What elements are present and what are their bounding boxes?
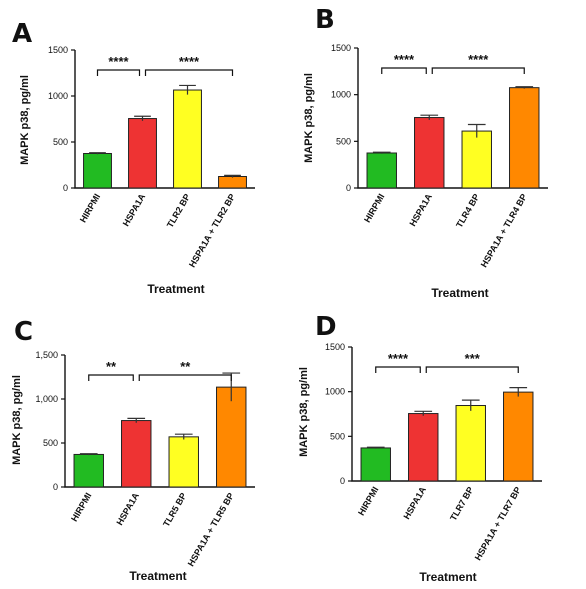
significance-label: *** xyxy=(465,351,481,366)
significance-label: ** xyxy=(106,359,117,374)
y-tick-label: 1,000 xyxy=(35,394,58,404)
category-label: HSPA1A + TLR5 BP xyxy=(186,491,236,568)
y-tick-label: 0 xyxy=(340,476,345,486)
significance-bracket xyxy=(431,67,525,74)
y-tick-label: 500 xyxy=(53,137,68,147)
y-tick-label: 1500 xyxy=(325,342,345,352)
category-label: HIRPMI xyxy=(78,192,102,224)
category-label: HSPA1A xyxy=(114,491,141,527)
bar xyxy=(414,117,445,189)
category-label: HIRPMI xyxy=(69,491,93,523)
y-tick-label: 1000 xyxy=(331,90,351,100)
bar xyxy=(455,405,486,482)
chart-panel-b: B 0 500 1000 1500 MAPK p38, pg/ml HIRPMI HSPA1A… xyxy=(303,5,548,300)
category-label: TLR5 BP xyxy=(161,491,188,528)
y-axis-label: MAPK p38, pg/ml xyxy=(303,73,315,163)
category-label: TLR4 BP xyxy=(454,192,481,229)
bar xyxy=(360,447,391,482)
chart-panel-a: A 0 500 1000 1500 MAPK p38, pg/ml HIRPMI HSPA1A… xyxy=(12,19,255,296)
bar xyxy=(121,420,152,488)
y-tick-label: 0 xyxy=(346,183,351,193)
significance-bracket xyxy=(88,374,134,381)
category-label: TLR7 BP xyxy=(448,485,475,522)
y-tick-label: 1500 xyxy=(48,45,68,55)
chart-panel-d: D 0 500 1000 1500 MAPK p38, pg/ml HIRPMI HSPA1A… xyxy=(298,312,542,584)
y-axis-label: MAPK p38, pg/ml xyxy=(298,367,310,457)
category-label: HSPA1A xyxy=(121,192,148,228)
y-tick-label: 500 xyxy=(336,136,351,146)
y-axis-label: MAPK p38, pg/ml xyxy=(19,75,31,165)
significance-label: ** xyxy=(180,359,191,374)
significance-bracket xyxy=(144,69,234,76)
significance-label: **** xyxy=(468,52,489,67)
panel-letter: C xyxy=(14,317,33,347)
y-tick-label: 0 xyxy=(53,482,58,492)
bar xyxy=(461,130,492,189)
x-axis-label: Treatment xyxy=(147,282,204,296)
bar xyxy=(83,153,112,189)
significance-bracket xyxy=(138,374,232,381)
bar xyxy=(216,386,247,488)
significance-bracket xyxy=(425,366,519,373)
category-label: HSPA1A xyxy=(407,192,434,228)
significance-bracket xyxy=(96,69,141,76)
category-label: HSPA1A xyxy=(401,485,428,521)
panel-letter: B xyxy=(315,5,335,35)
y-tick-label: 1,500 xyxy=(35,350,58,360)
x-axis-label: Treatment xyxy=(431,286,488,300)
y-tick-label: 500 xyxy=(43,438,58,448)
bar xyxy=(509,87,540,189)
significance-label: **** xyxy=(108,54,129,69)
x-axis-label: Treatment xyxy=(129,569,186,583)
significance-bracket xyxy=(375,366,421,373)
category-label: HIRPMI xyxy=(356,485,380,517)
significance-label: **** xyxy=(179,54,200,69)
bar xyxy=(366,152,397,189)
chart-panel-c: C 0 500 1,000 1,500 MAPK p38, pg/ml HIRPMI HSPA… xyxy=(11,317,255,583)
category-label: HSPA1A + TLR4 BP xyxy=(479,192,529,269)
significance-label: **** xyxy=(388,351,409,366)
y-tick-label: 0 xyxy=(63,183,68,193)
panel-letter: D xyxy=(315,312,337,342)
y-tick-label: 1000 xyxy=(48,91,68,101)
y-tick-label: 500 xyxy=(330,431,345,441)
x-axis-label: Treatment xyxy=(419,570,476,584)
y-axis-label: MAPK p38, pg/ml xyxy=(11,375,23,465)
bar xyxy=(408,413,439,482)
category-label: HSPA1A + TLR7 BP xyxy=(473,485,523,562)
bar xyxy=(503,391,534,482)
significance-bracket xyxy=(381,67,427,74)
significance-label: **** xyxy=(394,52,415,67)
bar xyxy=(128,118,157,189)
bar xyxy=(173,89,202,189)
panel-letter: A xyxy=(12,19,32,49)
category-label: HSPA1A + TLR2 BP xyxy=(187,192,237,269)
bar xyxy=(168,436,199,488)
category-label: TLR2 BP xyxy=(165,192,192,229)
y-tick-label: 1000 xyxy=(325,387,345,397)
category-label: HIRPMI xyxy=(362,192,386,224)
bar xyxy=(73,453,104,488)
y-tick-label: 1500 xyxy=(331,43,351,53)
bar xyxy=(218,176,247,189)
